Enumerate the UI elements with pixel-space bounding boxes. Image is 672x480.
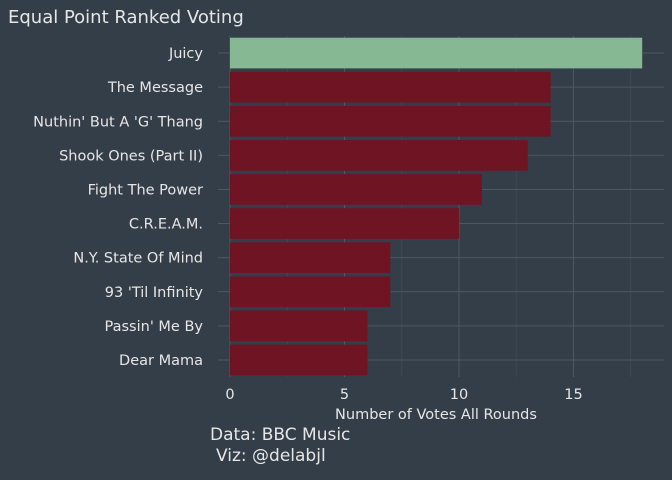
category-label: N.Y. State Of Mind [73, 251, 203, 267]
x-tick-labels: 0 5 10 15 [225, 387, 582, 403]
x-tick-label: 10 [450, 387, 468, 403]
bar-4 [230, 174, 482, 205]
bar-9 [230, 344, 368, 376]
bars [230, 37, 643, 376]
bar-5 [230, 208, 459, 239]
category-labels: Juicy The Message Nuthin' But A 'G' Thang S… [33, 46, 203, 369]
category-label: Dear Mama [119, 353, 203, 369]
bar-3 [230, 140, 528, 171]
bar-0 [230, 37, 643, 69]
x-tick-label: 5 [340, 387, 349, 403]
category-label: Fight The Power [88, 182, 203, 198]
caption-viz-credit: Viz: @delabjl [216, 446, 326, 466]
category-label: Shook Ones (Part II) [59, 148, 203, 164]
category-label: Juicy [168, 46, 203, 62]
x-axis-title: Number of Votes All Rounds [335, 407, 537, 423]
bar-7 [230, 276, 391, 308]
bar-1 [230, 71, 551, 103]
category-label: Nuthin' But A 'G' Thang [33, 114, 203, 130]
bar-8 [230, 310, 368, 342]
category-label: Passin' Me By [105, 319, 204, 335]
category-label: 93 'Til Infinity [105, 285, 204, 301]
category-label: The Message [107, 80, 203, 96]
x-tick-label: 0 [225, 387, 234, 403]
category-label: C.R.E.A.M. [129, 217, 203, 233]
bar-2 [230, 105, 551, 137]
x-tick-label: 15 [564, 387, 582, 403]
caption-data-source: Data: BBC Music [210, 425, 350, 445]
bar-6 [230, 242, 391, 273]
chart-title: Equal Point Ranked Voting [8, 7, 244, 28]
